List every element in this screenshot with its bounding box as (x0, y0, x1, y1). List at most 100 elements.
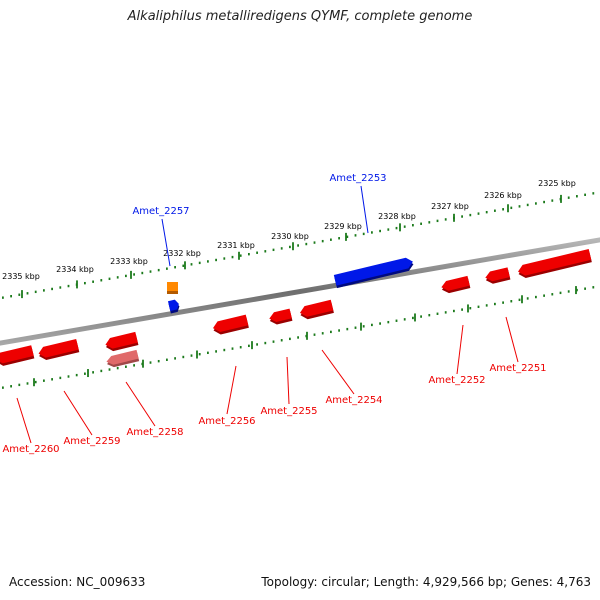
ruler-label: 2335 kbp (2, 272, 40, 281)
ruler-dot (133, 273, 135, 276)
ruler-dot (403, 318, 406, 321)
gene-arrow-amet-2256[interactable] (212, 314, 249, 336)
gene-label[interactable]: Amet_2251 (489, 363, 546, 374)
ruler-dot (116, 366, 119, 370)
ruler-dot (51, 287, 53, 291)
ruler-dot (297, 244, 299, 247)
ruler-dot (305, 242, 308, 246)
ruler-dot (215, 350, 217, 353)
gene-features (0, 249, 592, 369)
ruler-dot (264, 250, 267, 253)
genome-info-text: Topology: circular; Length: 4,929,566 bp… (261, 575, 591, 589)
ruler-major-tick (238, 251, 240, 260)
gene-arrow-amet-2258[interactable] (104, 331, 139, 353)
gene-label[interactable]: Amet_2257 (132, 206, 189, 217)
ruler-dot (518, 298, 521, 302)
ruler-dot (280, 339, 283, 342)
gene-label[interactable]: Amet_2255 (260, 406, 317, 417)
ruler-dot (198, 353, 201, 356)
gene-arrow-amet-2253[interactable] (333, 256, 415, 289)
ruler-dot (502, 301, 504, 304)
gene-arrow-amet-2255[interactable] (268, 308, 293, 326)
ruler-dot (387, 320, 390, 324)
ruler-dot (576, 288, 578, 292)
ruler-dot (584, 287, 586, 290)
ruler-dot (248, 252, 250, 256)
gene-arrow-amet-2251[interactable] (517, 249, 592, 279)
ruler-dot (248, 344, 250, 348)
ruler-dot (371, 323, 373, 327)
ruler-dot (485, 210, 488, 214)
ruler-dot (321, 239, 324, 243)
ruler-dot (2, 296, 4, 299)
gene-feature-orange[interactable] (167, 282, 178, 291)
ruler-dot (108, 368, 111, 371)
ruler-dot (535, 295, 537, 299)
ruler-dot (166, 358, 168, 361)
gene-label[interactable]: Amet_2260 (2, 444, 59, 455)
gene-arrow-amet-2259[interactable] (37, 338, 80, 361)
ruler-dot (125, 274, 127, 278)
ruler-dot (289, 245, 291, 249)
ruler-dot (330, 238, 332, 241)
ruler-dot (518, 205, 521, 208)
ruler-major-tick (184, 261, 186, 270)
ruler-dot (59, 286, 62, 289)
gene-arrow-amet-2251b[interactable] (484, 267, 511, 285)
outer-ruler: 2325 kbp 2326 kbp 2327 kbp 2328 kbp 2329 kbp… (2, 179, 595, 299)
ruler-dot (84, 372, 86, 375)
ruler-dot (67, 284, 70, 288)
ruler-dot (239, 346, 242, 349)
ruler-label: 2332 kbp (163, 249, 201, 258)
ruler-dot (477, 212, 480, 215)
gene-label[interactable]: Amet_2258 (126, 427, 183, 438)
ruler-dot (346, 327, 349, 331)
backbone-line (0, 237, 600, 346)
ruler-major-tick (560, 194, 562, 203)
ruler-dot (223, 257, 226, 260)
inner-ruler (2, 286, 595, 389)
ruler-label: 2330 kbp (271, 232, 309, 241)
ruler-dot (412, 316, 414, 320)
ruler-dot (166, 267, 168, 270)
gene-arrow-amet-2260[interactable] (0, 345, 35, 367)
ruler-major-tick (467, 304, 469, 313)
ruler-dot (313, 333, 316, 336)
gene-arrow-amet-2254[interactable] (299, 299, 334, 321)
ruler-dot (436, 312, 439, 315)
ruler-dot (182, 355, 185, 359)
ruler-dot (395, 319, 398, 322)
ruler-dot (157, 268, 160, 272)
gene-arrow-amet-2258-pseudo[interactable] (105, 349, 140, 369)
gene-label[interactable]: Amet_2259 (63, 436, 120, 447)
ruler-dot (502, 208, 504, 211)
ruler-dot (116, 276, 119, 279)
ruler-major-tick (453, 213, 455, 222)
ruler-dot (256, 343, 258, 346)
ruler-dot (428, 313, 431, 317)
ruler-major-tick (33, 378, 35, 387)
ruler-dot (584, 193, 586, 196)
ruler-dot (567, 290, 570, 293)
map-title: Alkaliphilus metalliredigens QYMF, compl… (127, 9, 473, 24)
ruler-dot (559, 291, 562, 295)
ruler-major-tick (21, 290, 23, 299)
ruler-dot (256, 251, 258, 254)
gene-label[interactable]: Amet_2252 (428, 375, 485, 386)
ruler-major-tick (196, 350, 198, 359)
gene-arrow-amet-2257[interactable] (167, 299, 181, 314)
gene-label[interactable]: Amet_2253 (329, 173, 386, 184)
ruler-dot (461, 215, 463, 218)
gene-label[interactable]: Amet_2254 (325, 395, 382, 406)
ruler-dot (34, 380, 37, 384)
ruler-dot (231, 347, 234, 350)
ruler-dot (215, 258, 217, 262)
ruler-dot (313, 241, 316, 244)
ruler-dot (543, 200, 545, 204)
ruler-dot (34, 290, 37, 294)
ruler-dot (461, 308, 463, 311)
gene-arrow-amet-2252[interactable] (440, 275, 471, 295)
gene-label[interactable]: Amet_2256 (198, 416, 255, 427)
